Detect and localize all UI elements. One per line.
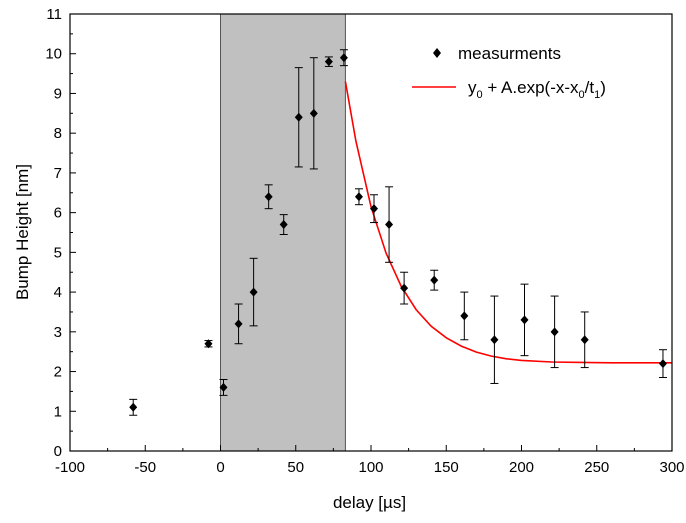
data-point-15 [430,275,439,285]
x-tick-label-2: 0 [216,459,224,476]
y-tick-label-4: 4 [54,284,62,301]
shaded-region [220,13,346,452]
y-tick-label-2: 2 [54,364,62,381]
data-point-14 [400,283,409,293]
data-point-2 [219,382,228,392]
x-axis-label: delay [µs] [333,493,406,512]
data-point-4 [249,287,258,297]
legend-label-fit: y0 + A.exp(-x-x0/t1) [468,78,606,101]
data-point-5 [264,192,273,202]
data-point-3 [234,319,243,329]
data-point-6 [279,220,288,230]
fit-curve-layer [344,81,672,364]
y-tick-label-9: 9 [54,85,62,102]
legend-fit-part-t: /t [585,78,595,97]
data-point-7 [294,112,303,122]
legend-marker-measurments [433,48,441,58]
data-point-9 [324,57,333,67]
legend-fit-subscript-0: 0 [477,89,483,101]
legend-fit-part-y: y [468,78,477,97]
y-axis-ticks: 0 1 2 3 4 5 6 7 8 9 10 11 [45,6,76,460]
x-tick-label-5: 150 [434,459,459,476]
y-tick-label-7: 7 [54,165,62,182]
legend-fit-subscript-x0: 0 [579,89,585,101]
data-point-16 [460,311,469,321]
data-point-8 [309,108,318,118]
data-point-12 [370,204,379,214]
data-point-20 [580,335,589,345]
data-point-10 [339,53,348,63]
legend: measurments y0 + A.exp(-x-x0/t1) [412,44,606,101]
x-tick-label-4: 100 [358,459,383,476]
data-point-11 [354,192,363,202]
legend-label-measurments: measurments [458,44,561,63]
y-tick-label-1: 1 [54,403,62,420]
x-tick-label-6: 200 [509,459,534,476]
y-tick-label-8: 8 [54,125,62,142]
data-point-18 [520,315,529,325]
legend-fit-subscript-t1: 1 [594,89,600,101]
fit-curve [344,81,672,364]
legend-fit-part-close: ) [600,78,606,97]
data-point-17 [490,335,499,345]
x-tick-label-3: 50 [287,459,304,476]
y-tick-label-10: 10 [45,46,62,63]
x-tick-label-7: 250 [584,459,609,476]
shaded-region-layer [220,13,346,452]
y-tick-label-0: 0 [54,443,62,460]
y-tick-label-3: 3 [54,324,62,341]
x-tick-label-1: -50 [134,459,156,476]
data-point-19 [550,327,559,337]
x-axis-ticks: -100 -50 0 50 100 150 200 250 300 [55,445,685,476]
legend-fit-part-expr: + A.exp(-x-x [483,78,579,97]
data-point-0 [129,402,138,412]
data-points-layer [129,53,667,412]
y-tick-label-11: 11 [46,6,62,23]
x-tick-label-8: 300 [659,459,684,476]
y-tick-label-5: 5 [54,244,62,261]
y-tick-label-6: 6 [54,205,62,222]
plot-area [70,14,672,451]
data-point-1 [204,339,213,349]
x-tick-label-0: -100 [55,459,85,476]
y-axis-label: Bump Height [nm] [13,164,32,300]
data-point-13 [385,220,394,230]
plot-background [70,14,672,451]
data-point-21 [658,359,667,369]
